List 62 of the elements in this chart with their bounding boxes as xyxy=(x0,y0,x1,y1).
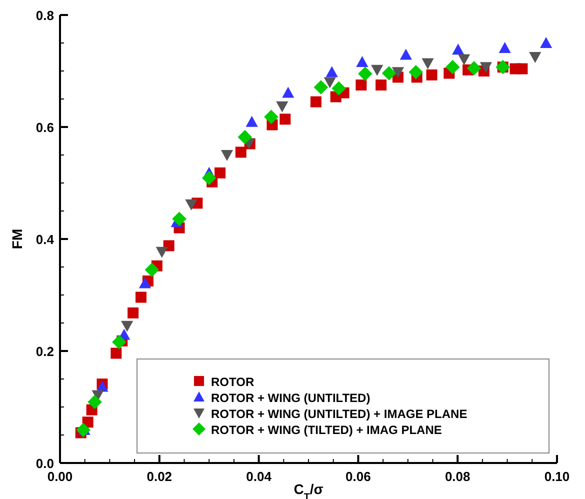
y-tick-label: 0.2 xyxy=(36,344,54,359)
point xyxy=(466,61,482,76)
point xyxy=(529,52,542,64)
point xyxy=(310,96,322,108)
point xyxy=(332,81,346,96)
point xyxy=(314,80,328,94)
point xyxy=(540,36,552,48)
point xyxy=(138,277,152,288)
point xyxy=(185,199,198,210)
point xyxy=(356,80,367,90)
x-tick-label: 0.10 xyxy=(544,469,570,484)
point xyxy=(156,246,168,258)
point xyxy=(480,62,492,74)
point xyxy=(326,66,338,78)
legend-label: ROTOR xyxy=(211,375,254,389)
x-tick-label: 0.04 xyxy=(246,469,272,484)
point xyxy=(220,150,234,162)
y-tick-label: 0.8 xyxy=(36,8,54,23)
y-tick-label: 0.4 xyxy=(36,232,55,247)
point xyxy=(516,63,528,74)
point xyxy=(112,334,126,350)
point xyxy=(358,66,372,81)
point xyxy=(264,110,278,124)
legend-label: ROTOR + WING (TILTED) + IMAG PLANE xyxy=(211,423,442,437)
point xyxy=(110,348,122,359)
point xyxy=(422,58,434,70)
legend-label: ROTOR + WING (UNTILTED) + IMAGE PLANE xyxy=(211,407,468,421)
point xyxy=(88,394,102,410)
y-axis-title: FM xyxy=(9,228,25,250)
point xyxy=(128,307,139,318)
point xyxy=(324,77,336,88)
y-tick-label: 0.6 xyxy=(36,120,54,135)
point xyxy=(282,86,294,98)
point xyxy=(376,80,387,90)
x-tick-label: 0.08 xyxy=(444,469,470,484)
point xyxy=(136,292,147,303)
point xyxy=(452,44,464,55)
x-tick-label: 0.02 xyxy=(146,469,172,484)
point xyxy=(445,60,460,74)
point xyxy=(280,114,291,125)
x-tick-label: 0.00 xyxy=(47,469,73,484)
point xyxy=(276,101,288,112)
x-tick-label: 0.06 xyxy=(346,469,371,484)
point xyxy=(392,67,404,78)
point xyxy=(202,170,216,186)
point xyxy=(371,64,384,76)
point xyxy=(408,64,423,80)
point xyxy=(214,167,226,178)
legend-label: ROTOR + WING (UNTILTED) xyxy=(211,391,370,405)
point xyxy=(400,48,412,60)
point xyxy=(144,262,160,277)
point xyxy=(356,56,368,67)
y-tick-label: 0.0 xyxy=(36,456,54,471)
point xyxy=(426,69,438,80)
point xyxy=(235,146,246,158)
point xyxy=(498,42,511,53)
point xyxy=(458,54,470,66)
point xyxy=(121,320,134,332)
point xyxy=(382,66,396,80)
point xyxy=(238,130,252,144)
point xyxy=(172,212,186,226)
point xyxy=(246,116,258,127)
